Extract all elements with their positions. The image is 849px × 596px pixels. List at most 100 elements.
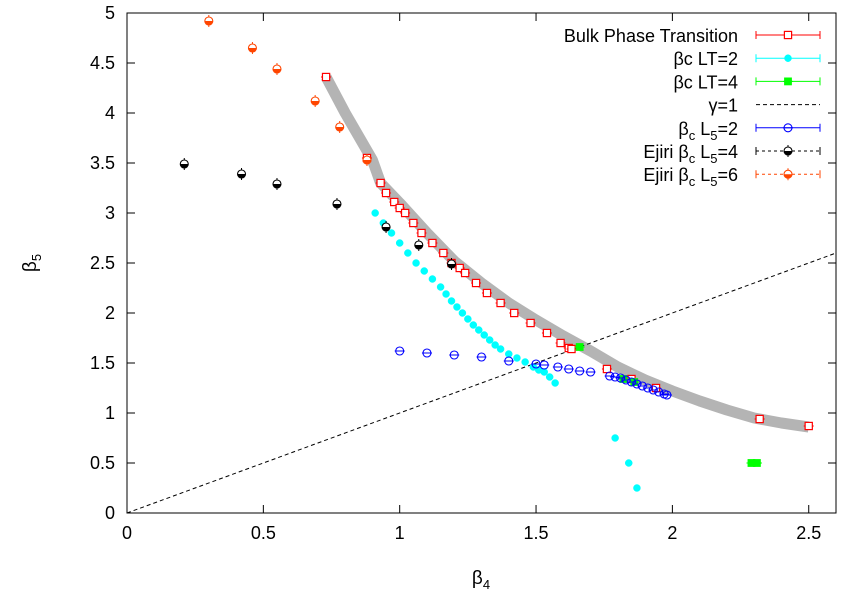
data-point--c-lt-2 — [475, 326, 483, 334]
marker — [480, 331, 488, 339]
marker — [625, 459, 633, 467]
marker — [804, 421, 813, 431]
data-point--c-l5-2 — [476, 352, 487, 362]
legend-text: βc LT=4 — [673, 72, 738, 92]
marker-fill — [414, 245, 423, 249]
data-point-bulk-phase-transition — [381, 188, 392, 198]
data-point-ejiri-c-l5-4 — [272, 178, 282, 190]
marker-fill — [204, 21, 213, 25]
marker — [611, 434, 619, 442]
legend-label: Ejiri βc L5=6 — [643, 165, 738, 189]
data-point-bulk-phase-transition — [408, 218, 419, 228]
marker — [321, 72, 331, 82]
data-point-bulk-phase-transition — [400, 208, 411, 218]
legend-sub: 5 — [710, 128, 717, 143]
data-point-bulk-phase-transition — [525, 318, 536, 328]
legend-text: L — [695, 119, 710, 139]
legend-entry: βc LT=2 — [673, 49, 821, 69]
marker — [637, 381, 647, 391]
y-tick-label: 3 — [105, 203, 115, 223]
data-point--c-lt-2 — [428, 275, 437, 283]
data-point-ejiri-c-l5-6 — [272, 63, 282, 75]
marker-fill — [382, 227, 391, 231]
data-point--c-l5-2 — [648, 385, 659, 395]
data-point--c-lt-2 — [633, 484, 641, 492]
legend-marker — [784, 54, 792, 62]
marker — [542, 328, 552, 338]
data-point--c-l5-2 — [574, 366, 585, 376]
marker — [476, 352, 487, 362]
data-markers — [179, 15, 814, 492]
marker — [442, 290, 450, 298]
legend-text: L — [695, 165, 710, 185]
data-point--c-lt-2 — [420, 267, 428, 275]
marker-fill — [248, 48, 257, 53]
data-point--c-l5-2 — [642, 383, 653, 393]
marker — [428, 275, 437, 283]
legend-text: =4 — [717, 142, 738, 162]
data-point-ejiri-c-l5-4 — [332, 198, 342, 210]
axes: 0 0.5 1 1.5 2 2.5 0 0.5 1 1.5 2 2.5 3 3.5 4 4.5 5 — [90, 3, 836, 543]
legend-text: =2 — [717, 119, 738, 139]
data-point--c-l5-2 — [421, 348, 432, 358]
marker — [513, 354, 521, 362]
marker — [616, 373, 626, 383]
x-tick-label: 2.5 — [796, 523, 821, 543]
marker — [420, 267, 428, 275]
y-axis-label: β5 — [20, 254, 44, 272]
data-point--c-l5-2 — [604, 371, 615, 381]
marker — [395, 346, 405, 356]
data-point-bulk-phase-transition — [803, 421, 814, 431]
legend-entry: βc LT=4 — [673, 72, 821, 92]
legend-text: βc LT=2 — [673, 49, 738, 69]
legend-marker — [783, 145, 793, 157]
data-point-ejiri-c-l5-6 — [362, 154, 372, 166]
data-point-bulk-phase-transition — [471, 278, 482, 288]
marker — [654, 387, 664, 397]
data-point-ejiri-c-l5-4 — [236, 168, 247, 180]
data-point--c-lt-2 — [521, 358, 529, 366]
legend-entry: Bulk Phase Transition — [564, 26, 821, 46]
data-point-ejiri-c-l5-4 — [414, 239, 424, 251]
marker-fill — [311, 101, 320, 105]
marker — [504, 356, 514, 366]
marker — [556, 338, 565, 348]
legend-sub: c — [689, 128, 696, 143]
y-tick-label: 5 — [105, 3, 115, 23]
marker — [632, 379, 642, 389]
marker — [460, 268, 470, 278]
legend-marker — [783, 77, 793, 86]
marker-fill — [784, 174, 792, 179]
data-point--c-l5-2 — [653, 387, 664, 397]
marker — [510, 308, 519, 318]
data-point--c-lt-2 — [485, 336, 494, 344]
marker — [464, 315, 472, 323]
legend-marker — [783, 123, 793, 133]
legend-label: βc LT=4 — [673, 72, 738, 92]
data-point--c-l5-2 — [563, 364, 574, 374]
data-point--c-lt-2 — [447, 297, 456, 305]
legend-entry: βc L5=2 — [678, 119, 821, 143]
y-tick-label: 0.5 — [90, 453, 115, 473]
data-point--c-l5-2 — [661, 390, 672, 400]
legend-text: Ejiri β — [643, 142, 688, 162]
data-point-ejiri-c-l5-6 — [204, 15, 214, 27]
y-tick-label: 0 — [105, 503, 115, 523]
marker — [784, 54, 792, 62]
marker — [412, 259, 420, 267]
data-point-bulk-phase-transition — [566, 344, 577, 354]
marker — [755, 414, 764, 424]
series-line--1 — [126, 252, 837, 514]
legend-label: Bulk Phase Transition — [564, 26, 738, 46]
marker — [610, 372, 620, 382]
data-point-bulk-phase-transition — [754, 414, 765, 424]
data-point--c-lt-4 — [751, 459, 762, 467]
legend-text: Bulk Phase Transition — [564, 26, 738, 46]
y-tick-label: 2 — [105, 303, 115, 323]
marker-fill — [237, 174, 246, 178]
legend-sub: 5 — [710, 151, 717, 166]
marker-fill — [272, 184, 281, 188]
marker — [783, 123, 793, 133]
data-point--c-lt-2 — [625, 459, 633, 467]
data-point--c-l5-2 — [637, 381, 648, 391]
